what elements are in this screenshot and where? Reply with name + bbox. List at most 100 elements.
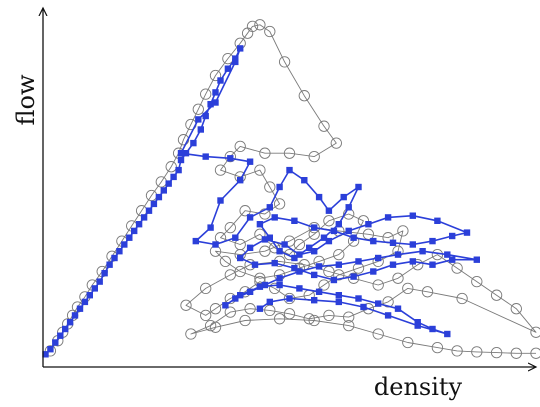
data-point-simulated-23 [156,194,162,200]
data-point-simulated-107 [375,255,381,261]
data-point-simulated-134 [286,295,292,301]
data-point-simulated-101 [429,262,435,268]
data-point-simulated-77 [429,238,435,244]
data-point-simulated-110 [316,263,322,269]
data-point-simulated-124 [375,300,381,306]
data-point-simulated-92 [252,262,258,268]
data-point-simulated-80 [434,218,440,224]
data-point-simulated-27 [175,167,181,173]
data-point-simulated-62 [336,221,342,227]
data-point-simulated-99 [390,262,396,268]
data-point-simulated-96 [331,277,337,283]
plot-area [42,20,540,359]
data-point-simulated-78 [449,233,455,239]
data-point-simulated-17 [126,235,132,241]
data-point-simulated-4 [62,326,68,332]
data-point-simulated-129 [415,322,421,328]
data-point-simulated-128 [444,331,450,337]
data-point-simulated-14 [111,255,117,261]
data-point-simulated-48 [207,224,213,230]
data-point-simulated-122 [336,292,342,298]
data-point-simulated-82 [385,214,391,220]
data-point-simulated-52 [247,214,253,220]
data-point-simulated-70 [291,218,297,224]
data-point-simulated-15 [116,248,122,254]
data-point-simulated-47 [217,197,223,203]
data-point-simulated-79 [464,229,470,235]
data-point-simulated-109 [336,262,342,268]
data-point-simulated-43 [203,153,209,159]
data-point-simulated-125 [395,306,401,312]
data-point-simulated-105 [419,248,425,254]
series-simulated [42,45,480,357]
data-point-simulated-106 [395,251,401,257]
data-point-simulated-93 [272,260,278,266]
data-point-simulated-95 [311,272,317,278]
data-point-simulated-76 [410,241,416,247]
data-point-simulated-68 [257,221,263,227]
data-point-simulated-119 [276,282,282,288]
data-point-simulated-30 [190,140,196,146]
data-point-simulated-74 [370,238,376,244]
data-point-simulated-66 [276,248,282,254]
data-point-simulated-91 [237,255,243,261]
data-point-simulated-56 [301,177,307,183]
data-point-simulated-85 [326,238,332,244]
x-axis-label: density [374,373,463,401]
y-axis-label: flow [12,74,40,125]
data-point-simulated-39 [232,59,238,65]
data-point-simulated-86 [311,248,317,254]
data-point-simulated-89 [262,236,268,242]
data-point-simulated-24 [161,187,167,193]
data-point-simulated-136 [257,306,263,312]
data-point-simulated-117 [237,292,243,298]
data-point-simulated-97 [350,273,356,279]
data-point-simulated-42 [178,150,184,156]
data-point-simulated-120 [296,285,302,291]
data-point-simulated-84 [346,228,352,234]
data-point-simulated-71 [311,224,317,230]
data-point-simulated-51 [232,235,238,241]
data-point-simulated-75 [390,240,396,246]
data-point-simulated-98 [370,268,376,274]
data-point-simulated-49 [193,238,199,244]
data-point-simulated-38 [237,45,243,51]
data-point-simulated-130 [385,312,391,318]
data-point-simulated-8 [82,299,88,305]
data-point-simulated-100 [410,258,416,264]
data-point-simulated-88 [281,241,287,247]
data-point-simulated-16 [121,241,127,247]
data-point-simulated-32 [203,113,209,119]
data-point-simulated-44 [227,155,233,161]
data-point-simulated-46 [237,177,243,183]
data-point-simulated-87 [296,251,302,257]
data-point-simulated-45 [247,159,253,165]
data-point-simulated-55 [286,167,292,173]
data-point-simulated-36 [225,66,231,72]
series-measured [45,20,540,359]
data-point-simulated-121 [316,289,322,295]
data-point-simulated-2 [52,339,58,345]
data-point-simulated-104 [444,251,450,257]
data-point-simulated-11 [97,278,103,284]
data-point-simulated-20 [141,214,147,220]
data-point-simulated-90 [247,245,253,251]
data-point-simulated-131 [360,304,366,310]
data-point-simulated-57 [316,194,322,200]
data-point-simulated-40 [212,99,218,105]
data-point-simulated-83 [365,221,371,227]
data-point-simulated-54 [276,184,282,190]
data-point-simulated-10 [92,285,98,291]
data-point-simulated-81 [410,213,416,219]
data-point-simulated-6 [72,312,78,318]
data-point-simulated-72 [331,228,337,234]
data-point-simulated-41 [195,116,201,122]
data-point-simulated-111 [296,268,302,274]
data-point-simulated-35 [217,77,223,83]
data-point-simulated-103 [474,257,480,263]
data-point-simulated-26 [170,174,176,180]
data-point-simulated-114 [247,289,253,295]
data-point-simulated-25 [166,180,172,186]
data-point-simulated-7 [77,306,83,312]
